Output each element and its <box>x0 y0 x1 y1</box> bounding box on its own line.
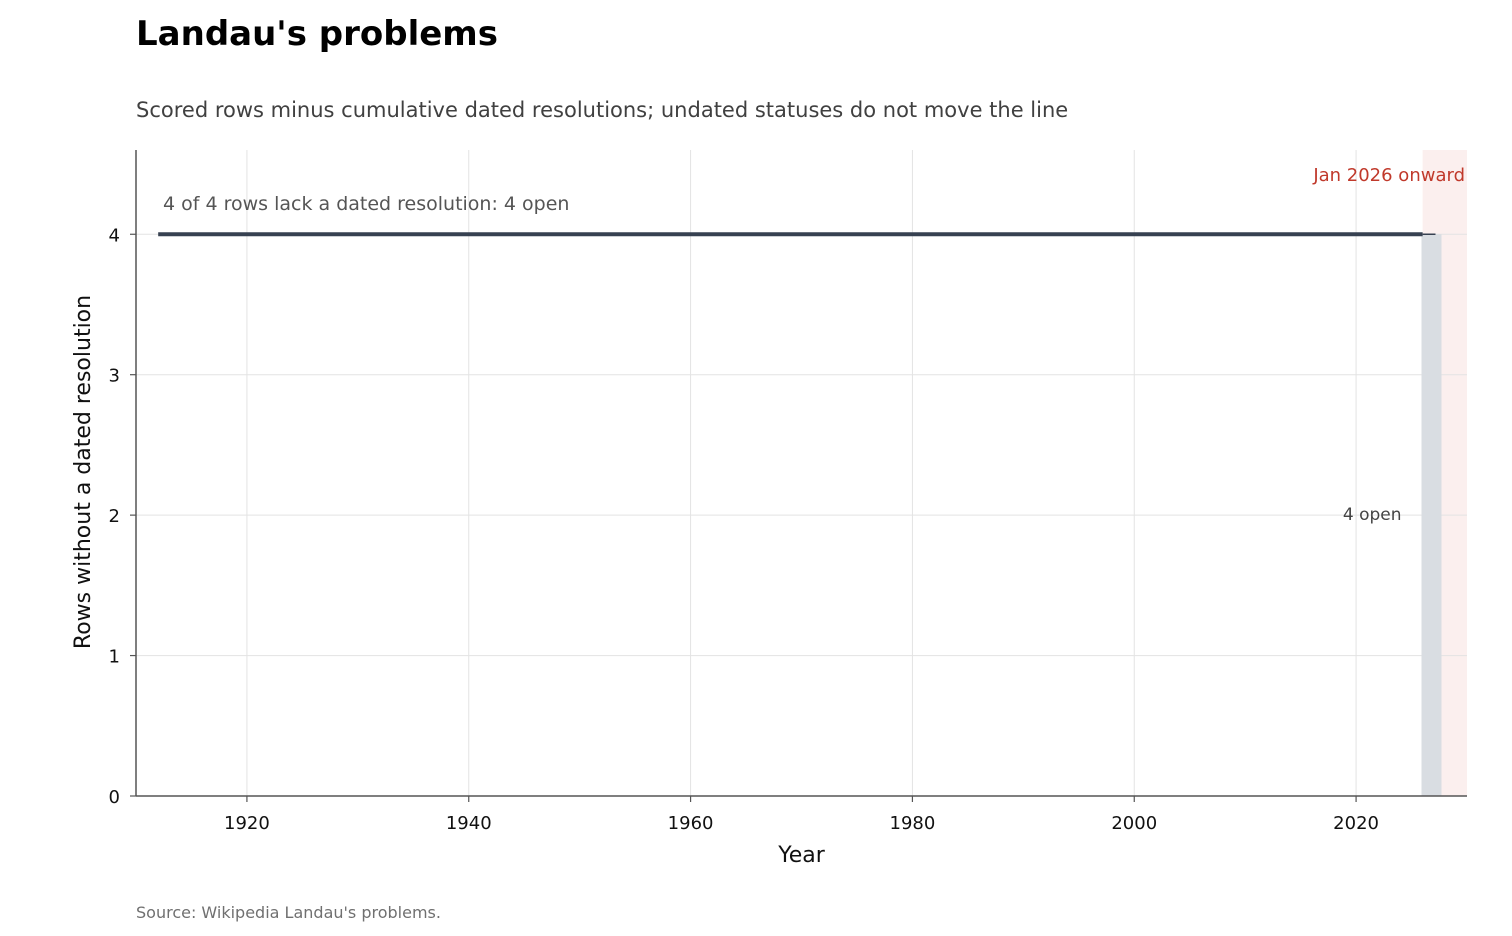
y-tick-label: 1 <box>109 647 120 668</box>
open-count-bar <box>1421 234 1442 796</box>
source-note: Source: Wikipedia Landau's problems. <box>136 903 441 922</box>
y-tick-label: 2 <box>109 506 120 527</box>
x-tick-label: 1960 <box>668 813 714 834</box>
y-tick-label: 0 <box>109 787 120 808</box>
chart-svg: 1920 1940 1960 1980 2000 2020 0 1 2 3 4 Jan 2026 o… <box>71 150 1467 868</box>
shaded-region-label: Jan 2026 onward <box>1312 165 1465 186</box>
x-axis-label: Year <box>777 843 826 868</box>
x-tick-label: 2000 <box>1111 813 1157 834</box>
bar-label: 4 open <box>1343 505 1402 525</box>
x-tick-label: 2020 <box>1333 813 1379 834</box>
y-tick-label: 4 <box>109 225 120 246</box>
x-tick-label: 1920 <box>224 813 270 834</box>
chart-title: Landau's problems <box>136 14 498 54</box>
annotation-text: 4 of 4 rows lack a dated resolution: 4 o… <box>163 193 569 215</box>
chart-subtitle: Scored rows minus cumulative dated resol… <box>136 98 1069 122</box>
x-tick-label: 1940 <box>446 813 492 834</box>
y-tick-label: 3 <box>109 366 120 387</box>
x-tick-label: 1980 <box>890 813 936 834</box>
y-axis-label: Rows without a dated resolution <box>71 295 96 649</box>
